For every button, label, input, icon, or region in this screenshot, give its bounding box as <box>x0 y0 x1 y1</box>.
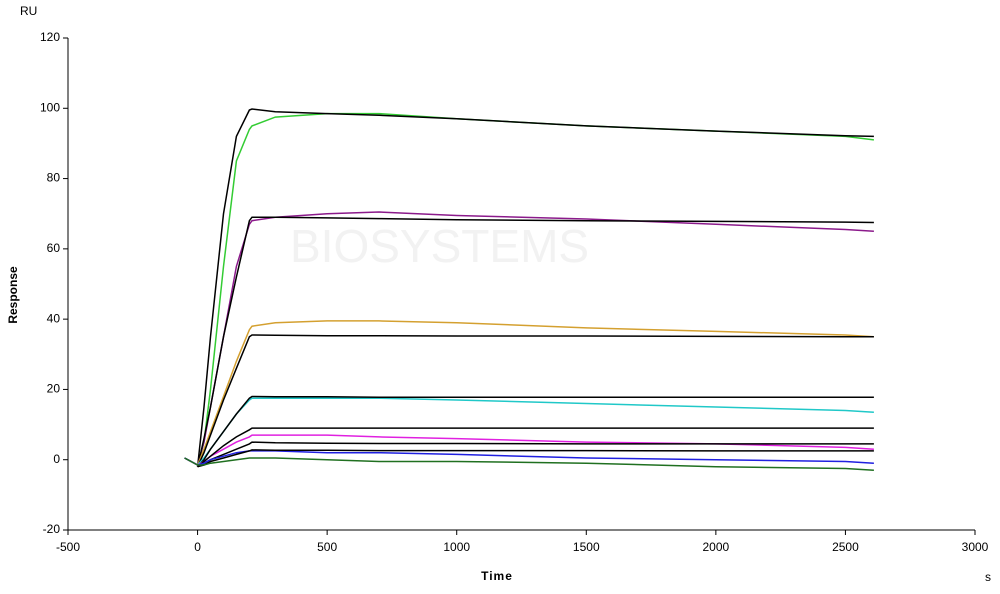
series-line <box>196 334 874 468</box>
series-line <box>197 395 874 468</box>
series-line <box>184 320 874 467</box>
x-tick-label: 1000 <box>443 540 470 554</box>
series-line <box>184 450 874 466</box>
x-tick-label: 0 <box>194 540 201 554</box>
y-tick-label: 20 <box>47 382 61 396</box>
y-unit: RU <box>20 4 37 18</box>
series-line <box>184 112 874 467</box>
y-axis-label: Response <box>6 266 20 324</box>
x-tick-label: 3000 <box>962 540 989 554</box>
series-line <box>184 397 874 466</box>
x-tick-label: 2000 <box>703 540 730 554</box>
watermark: BIOSYSTEMS <box>290 220 589 272</box>
x-tick-label: 500 <box>317 540 337 554</box>
x-axis-label: Time <box>481 569 513 583</box>
y-tick-label: 120 <box>40 30 60 44</box>
x-tick-label: 1500 <box>573 540 600 554</box>
y-tick-label: -20 <box>43 522 61 536</box>
y-tick-label: 60 <box>47 241 61 255</box>
x-tick-label: 2500 <box>832 540 859 554</box>
series-line <box>184 457 874 472</box>
y-tick-label: 40 <box>47 311 61 325</box>
series-line <box>196 108 874 467</box>
series-line <box>197 427 874 468</box>
series-line <box>196 216 874 467</box>
x-tick-label: -500 <box>56 540 80 554</box>
x-unit: s <box>985 570 991 584</box>
y-tick-label: 100 <box>40 100 60 114</box>
y-tick-label: 80 <box>47 171 61 185</box>
y-tick-label: 0 <box>53 452 60 466</box>
series-line <box>197 449 874 468</box>
